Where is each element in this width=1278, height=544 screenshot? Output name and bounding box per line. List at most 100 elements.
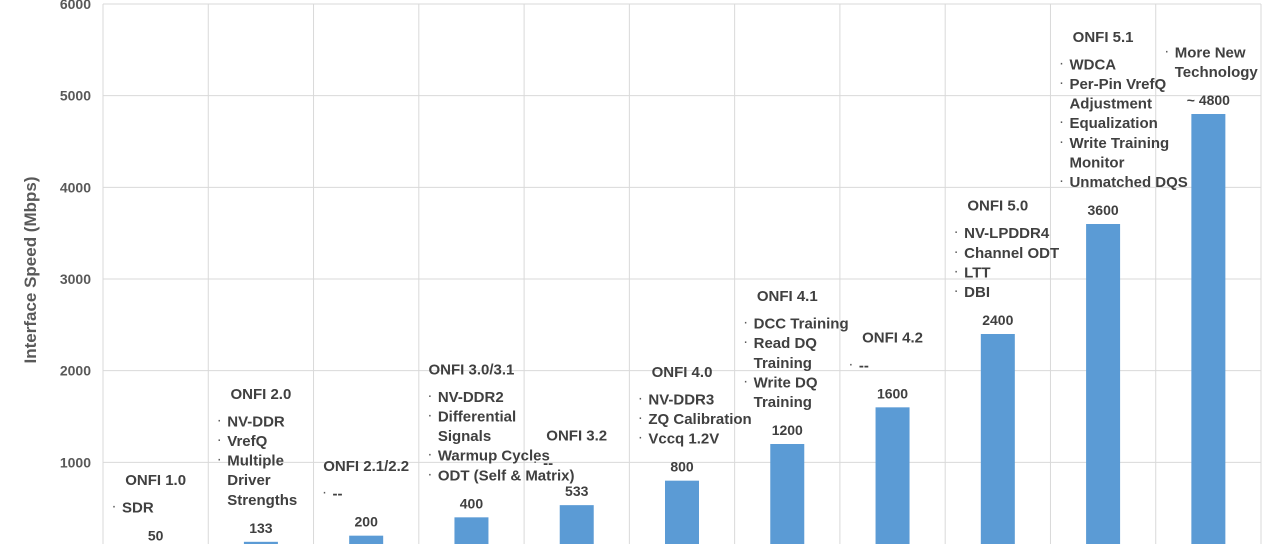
bar	[875, 407, 910, 544]
feature-item: Read DQ	[754, 335, 818, 352]
feature-bullet: ·	[533, 453, 538, 470]
bar-value-label: 800	[670, 459, 694, 475]
y-tick-label: 3000	[60, 271, 91, 287]
bar-value-label: 2400	[982, 312, 1013, 328]
feature-lists: · SDR · NV-DDR · VrefQ · Multiple Driver Strength…	[112, 42, 1259, 516]
feature-bullet: ·	[1059, 74, 1064, 91]
bar	[1086, 224, 1121, 544]
feature-item: ODT (Self & Matrix)	[438, 467, 575, 484]
feature-bullet: ·	[743, 333, 748, 350]
feature-item: Channel ODT	[964, 245, 1059, 262]
bar-value-label: 1600	[877, 385, 908, 401]
y-axis-ticks: 1000 2000 3000 4000 5000 6000	[60, 0, 91, 470]
bar	[454, 517, 489, 544]
bar	[1191, 114, 1226, 544]
version-labels: ONFI 1.0 ONFI 2.0 ONFI 2.1/2.2 ONFI 3.0/3.1…	[125, 29, 1133, 489]
feature-item: More New	[1175, 44, 1246, 61]
gridlines	[102, 3, 1262, 544]
bars	[243, 114, 1226, 544]
version-label: ONFI 2.1/2.2	[323, 458, 409, 475]
feature-bullet: ·	[1059, 133, 1064, 150]
feature-item: Technology	[1175, 64, 1259, 81]
y-tick-label: 5000	[60, 88, 91, 104]
bar-value-label: 50	[148, 527, 164, 543]
feature-item: Adjustment	[1069, 96, 1152, 113]
feature-item: --	[543, 455, 553, 472]
bar-value-labels: 50 133 200 400 533 800 1200 1600 2400 3600 ~ 4800	[148, 92, 1230, 543]
feature-item: ZQ Calibration	[648, 411, 751, 428]
feature-item: LTT	[964, 264, 990, 281]
feature-bullet: ·	[638, 429, 643, 446]
bar-value-label: 400	[460, 495, 484, 511]
feature-bullet: ·	[954, 282, 959, 299]
feature-item: NV-DDR	[227, 413, 285, 430]
feature-bullet: ·	[638, 409, 643, 426]
feature-item: Vccq 1.2V	[648, 431, 719, 448]
version-label: ONFI 4.2	[862, 330, 923, 347]
feature-bullet: ·	[743, 314, 748, 331]
feature-bullet: ·	[217, 411, 222, 428]
feature-item: Strengths	[227, 492, 297, 509]
feature-item: --	[333, 486, 343, 503]
feature-bullet: ·	[954, 223, 959, 240]
feature-item: --	[859, 357, 869, 374]
bar	[770, 444, 805, 544]
feature-item: Multiple	[227, 453, 284, 470]
feature-bullet: ·	[322, 484, 327, 501]
bar-value-label: 133	[249, 520, 273, 536]
feature-bullet: ·	[1059, 172, 1064, 189]
feature-item: VrefQ	[227, 433, 267, 450]
feature-bullet: ·	[427, 407, 432, 424]
version-label: ONFI 2.0	[230, 386, 291, 403]
feature-item: Monitor	[1069, 154, 1124, 171]
y-tick-label: 4000	[60, 179, 91, 195]
bar-value-label: ~ 4800	[1187, 92, 1230, 108]
feature-item: NV-DDR2	[438, 389, 504, 406]
feature-item: DBI	[964, 284, 990, 301]
feature-item: Write Training	[1069, 135, 1169, 152]
feature-bullet: ·	[1059, 113, 1064, 130]
feature-bullet: ·	[217, 451, 222, 468]
feature-bullet: ·	[427, 387, 432, 404]
feature-bullet: ·	[954, 243, 959, 260]
feature-bullet: ·	[1164, 42, 1169, 59]
version-label: ONFI 5.0	[967, 198, 1028, 215]
bar	[559, 505, 594, 544]
bar	[980, 334, 1015, 544]
version-label: ONFI 3.0/3.1	[429, 361, 515, 378]
feature-bullet: ·	[638, 389, 643, 406]
bar-value-label: 200	[355, 514, 379, 530]
bar	[349, 535, 384, 544]
feature-item: Warmup Cycles	[438, 448, 550, 465]
feature-bullet: ·	[954, 262, 959, 279]
bar-value-label: 1200	[772, 422, 803, 438]
feature-bullet: ·	[427, 446, 432, 463]
version-label: ONFI 3.2	[546, 428, 607, 445]
feature-item: Equalization	[1069, 115, 1157, 132]
feature-item: Differential	[438, 409, 516, 426]
y-tick-label: 1000	[60, 454, 91, 470]
feature-item: Signals	[438, 428, 491, 445]
version-label: ONFI 4.1	[757, 288, 818, 305]
bar	[243, 541, 278, 544]
feature-bullet: ·	[743, 372, 748, 389]
feature-item: Training	[754, 355, 812, 372]
bar-value-label: 3600	[1088, 202, 1119, 218]
feature-item: DCC Training	[754, 316, 849, 333]
feature-item: NV-DDR3	[648, 391, 714, 408]
version-label: ONFI 4.0	[652, 364, 713, 381]
feature-item: Per-Pin VrefQ	[1069, 76, 1166, 93]
y-axis-label: Interface Speed (Mbps)	[21, 176, 40, 363]
y-tick-label: 6000	[60, 0, 91, 12]
feature-item: NV-LPDDR4	[964, 225, 1050, 242]
feature-item: Unmatched DQS	[1069, 174, 1187, 191]
feature-item: Write DQ	[754, 374, 818, 391]
feature-item: SDR	[122, 499, 154, 516]
version-label: ONFI 1.0	[125, 472, 186, 489]
feature-item: Training	[754, 394, 812, 411]
bar	[665, 480, 699, 544]
feature-bullet: ·	[427, 465, 432, 482]
y-tick-label: 2000	[60, 363, 91, 379]
bar-value-label: 533	[565, 483, 589, 499]
